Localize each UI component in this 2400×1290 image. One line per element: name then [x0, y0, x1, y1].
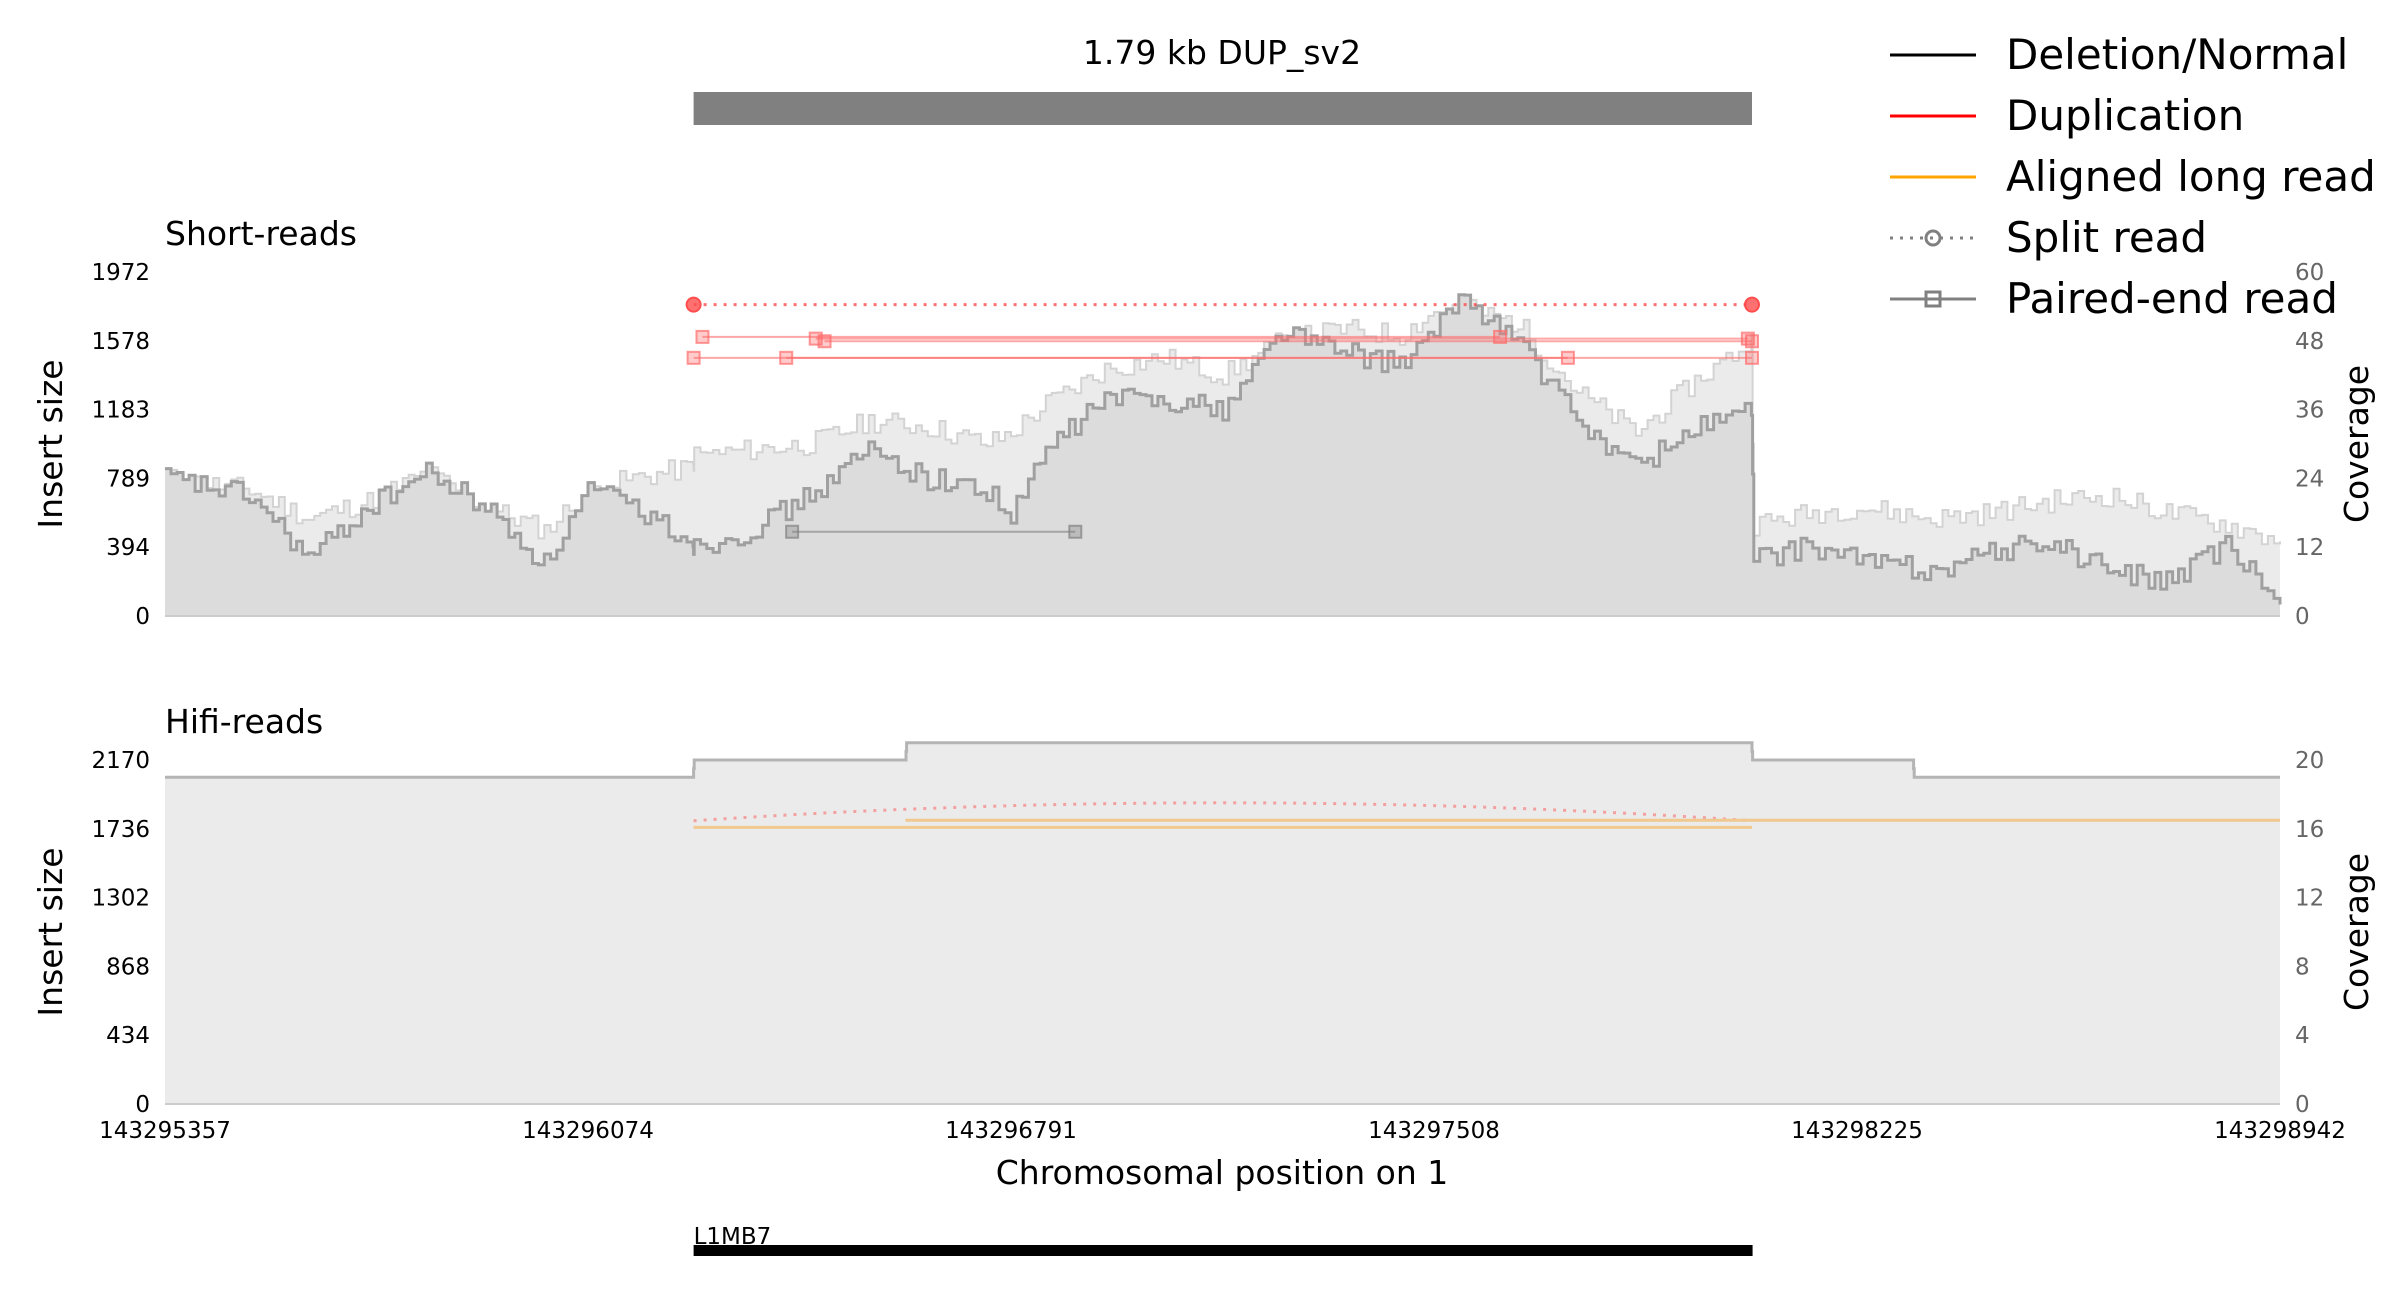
y-tick-label: 434 — [106, 1023, 150, 1049]
y2-tick-label: 20 — [2295, 748, 2324, 774]
x-axis: 143295357 143296074 143296791 143297508 1432… — [99, 1118, 2346, 1144]
paired-end-read-end — [817, 334, 832, 349]
y-tick-label: 1736 — [91, 817, 150, 843]
legend-label: Aligned long read — [2006, 152, 2376, 201]
coverage-line-mean — [165, 298, 2281, 546]
y2-tick-label: 8 — [2295, 954, 2310, 980]
hifi-reads-title: Hifi-reads — [165, 702, 323, 741]
coverage-line — [165, 741, 2280, 779]
y2-tick-label: 24 — [2295, 466, 2324, 492]
legend-label: Deletion/Normal — [2006, 30, 2348, 79]
split-read-end — [685, 296, 702, 313]
paired-end-read-end — [1493, 329, 1508, 344]
y-tick-label: 394 — [106, 535, 150, 561]
legend-label: Paired-end read — [2006, 274, 2338, 323]
x-tick-label: 143296074 — [522, 1118, 654, 1144]
y-tick-label: 1578 — [91, 329, 150, 355]
y2-tick-label: 4 — [2295, 1023, 2310, 1049]
x-tick-label: 143296791 — [945, 1118, 1077, 1144]
legend-marker — [1924, 229, 1942, 247]
y2-tick-label: 0 — [2295, 1092, 2310, 1118]
x-tick-label: 143298225 — [1791, 1118, 1923, 1144]
paired-end-read-end — [779, 350, 794, 365]
x-tick-label: 143298942 — [2214, 1118, 2346, 1144]
y-tick-label: 1302 — [91, 886, 150, 912]
y-axis-label: Insert size — [31, 359, 70, 528]
y-tick-label: 789 — [106, 466, 150, 492]
y2-tick-label: 60 — [2295, 260, 2324, 286]
short-reads-title: Short-reads — [165, 214, 357, 253]
y2-tick-label: 48 — [2295, 329, 2324, 355]
y2-tick-label: 16 — [2295, 817, 2324, 843]
paired-end-read-end — [785, 524, 800, 539]
y-axis-label: Insert size — [31, 847, 70, 1016]
gene-bar — [693, 1245, 1753, 1256]
paired-end-read-end — [1068, 524, 1083, 539]
x-tick-label: 143295357 — [99, 1118, 231, 1144]
coverage-area-mean — [165, 742, 2280, 1104]
y2-tick-label: 12 — [2295, 535, 2324, 561]
y2-tick-label: 12 — [2295, 886, 2324, 912]
coverage-area-low — [165, 294, 2280, 616]
x-axis-label: Chromosomal position on 1 — [996, 1153, 1449, 1192]
short-reads-panel: 0 394 789 1183 1578 1972 0 12 24 36 48 60 Insert siz… — [31, 260, 2376, 630]
sv-title: 1.79 kb DUP_sv2 — [1083, 33, 1361, 72]
y2-tick-label: 0 — [2295, 604, 2310, 630]
y-tick-label: 0 — [135, 604, 150, 630]
y-tick-label: 868 — [106, 954, 150, 980]
y-tick-label: 0 — [135, 1092, 150, 1118]
sv-span-bar — [693, 92, 1752, 125]
x-tick-label: 143297508 — [1368, 1118, 1500, 1144]
legend-marker — [1924, 290, 1942, 308]
y-tick-label: 2170 — [91, 748, 150, 774]
hifi-reads-panel: 0 434 868 1302 1736 2170 0 4 8 12 16 20 Insert size C… — [31, 741, 2376, 1118]
y2-tick-label: 36 — [2295, 398, 2324, 424]
coverage-line-low — [165, 293, 2282, 605]
paired-end-read-end — [1744, 334, 1759, 349]
legend-label: Duplication — [2006, 91, 2244, 140]
legend: Deletion/Normal Duplication Aligned long r… — [1890, 30, 2376, 323]
paired-end-read-end — [1744, 350, 1759, 365]
paired-end-read-end — [695, 329, 710, 344]
paired-end-read-end — [686, 350, 701, 365]
y-tick-label: 1183 — [91, 398, 150, 424]
y-tick-label: 1972 — [91, 260, 150, 286]
y2-axis-label: Coverage — [2337, 853, 2376, 1011]
legend-label: Split read — [2006, 213, 2207, 262]
y2-axis-label: Coverage — [2337, 365, 2376, 523]
paired-end-read-end — [1560, 350, 1575, 365]
split-read-end — [1743, 296, 1760, 313]
